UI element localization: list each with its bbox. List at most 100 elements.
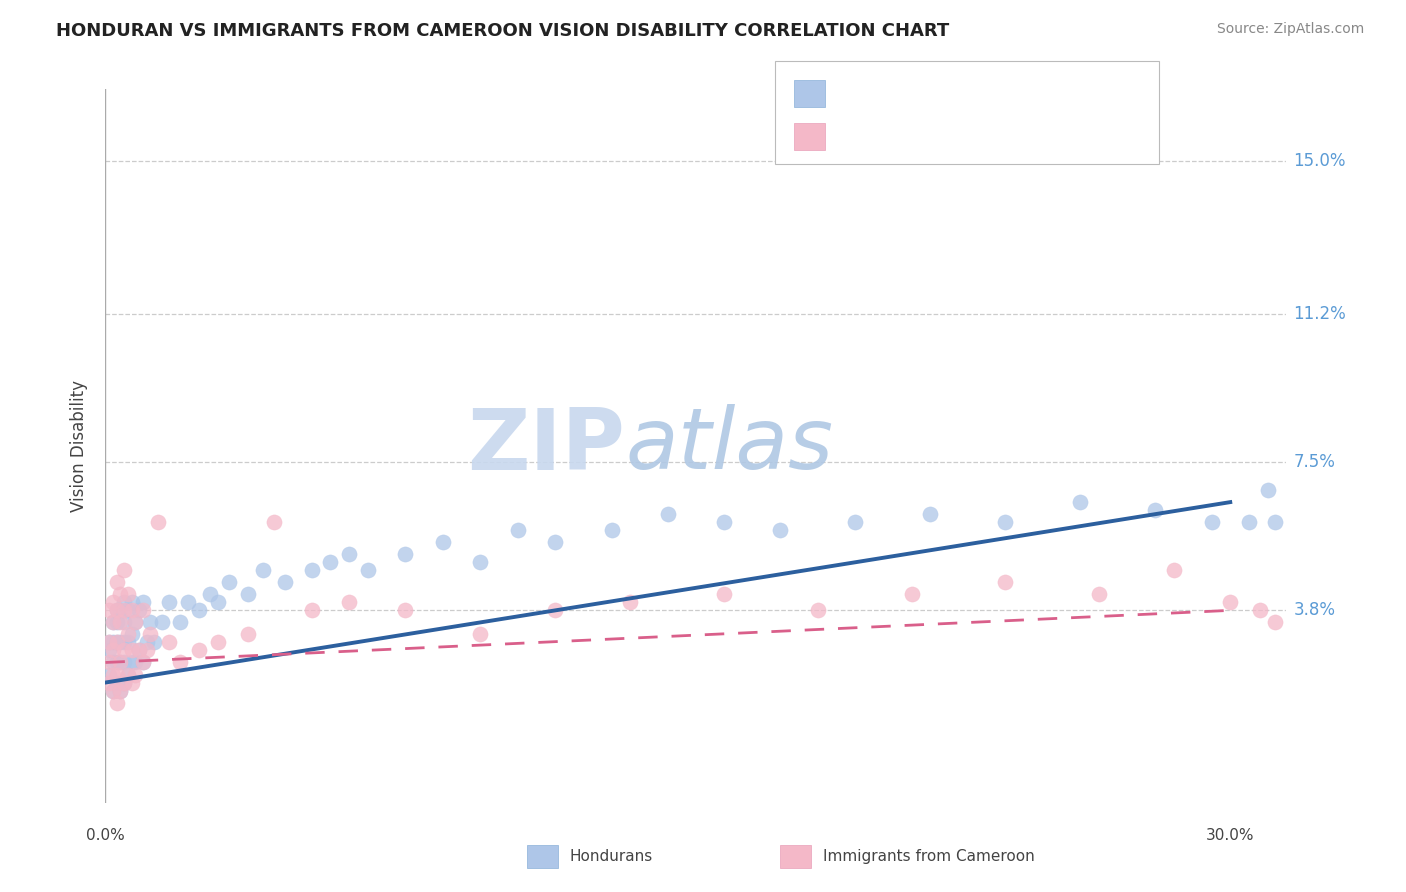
Point [101,656,124,670]
Point [132,656,155,670]
Point [128,643,150,657]
Point [105,635,128,649]
Text: atlas: atlas [626,404,834,488]
Point [112,563,135,577]
Text: 15.0%: 15.0% [1294,153,1346,170]
Point [544,535,567,549]
Text: R = 0.177   N = 57: R = 0.177 N = 57 [839,128,1004,145]
Point [236,627,259,641]
Text: 0.0%: 0.0% [86,828,125,843]
Point [128,603,150,617]
Point [121,627,143,641]
Text: 30.0%: 30.0% [1206,828,1254,843]
Point [713,515,735,529]
Point [110,587,132,601]
Point [357,563,380,577]
Point [105,696,128,710]
Point [135,635,157,649]
Point [177,595,200,609]
Text: ZIP: ZIP [467,404,626,488]
Point [337,547,360,561]
Point [110,635,132,649]
Point [143,635,166,649]
Point [844,515,866,529]
Point [169,615,191,630]
Point [301,603,323,617]
Point [1219,595,1241,609]
Point [110,683,132,698]
Point [112,635,135,649]
Text: HONDURAN VS IMMIGRANTS FROM CAMEROON VISION DISABILITY CORRELATION CHART: HONDURAN VS IMMIGRANTS FROM CAMEROON VIS… [56,22,949,40]
Point [105,603,128,617]
Point [150,615,173,630]
Point [506,523,529,537]
Point [394,547,416,561]
Point [207,595,229,609]
Point [252,563,274,577]
Point [139,615,162,630]
Point [394,603,416,617]
Point [900,587,922,601]
Point [218,575,240,590]
Text: 11.2%: 11.2% [1294,305,1346,323]
Point [1088,587,1111,601]
Point [105,635,128,649]
Text: Immigrants from Cameroon: Immigrants from Cameroon [823,849,1035,863]
Point [319,555,342,569]
Point [1069,495,1091,509]
Point [101,683,124,698]
Point [101,615,124,630]
Point [110,656,132,670]
Text: Vision Disability: Vision Disability [70,380,89,512]
Point [157,595,180,609]
Point [807,603,830,617]
Point [207,635,229,649]
Point [337,595,360,609]
Point [117,603,139,617]
Point [188,603,211,617]
Text: R = 0.465   N = 69: R = 0.465 N = 69 [839,85,1004,103]
Point [1264,515,1286,529]
Point [101,667,124,681]
Point [132,656,155,670]
Point [110,656,132,670]
Point [236,587,259,601]
Point [110,615,132,630]
Point [121,603,143,617]
Point [657,507,679,521]
Point [98,603,121,617]
Point [112,656,135,670]
Point [139,627,162,641]
Point [124,656,146,670]
Point [994,575,1017,590]
Point [105,615,128,630]
Point [994,515,1017,529]
Point [121,675,143,690]
Point [98,656,121,670]
Point [112,615,135,630]
Point [128,643,150,657]
Text: Hondurans: Hondurans [569,849,652,863]
Point [98,675,121,690]
Point [98,635,121,649]
Point [117,587,139,601]
Point [112,643,135,657]
Point [112,603,135,617]
Point [112,675,135,690]
Point [263,515,285,529]
Point [101,615,124,630]
Point [301,563,323,577]
Point [121,656,143,670]
Point [110,683,132,698]
Point [101,683,124,698]
Point [1201,515,1223,529]
Point [1249,603,1271,617]
Point [600,523,623,537]
Point [135,643,157,657]
Point [619,595,641,609]
Point [470,627,492,641]
Point [124,615,146,630]
Point [112,595,135,609]
Point [432,535,454,549]
Point [101,595,124,609]
